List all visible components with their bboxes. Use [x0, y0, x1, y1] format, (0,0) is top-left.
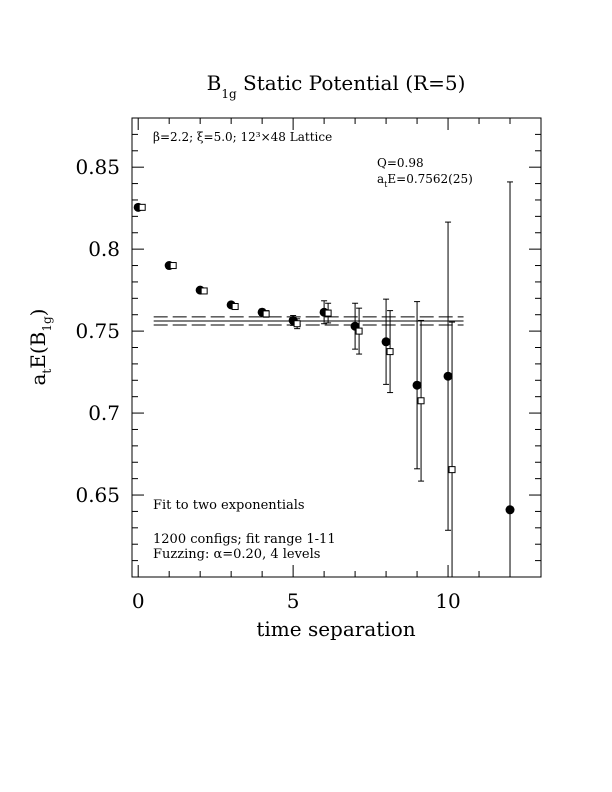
data-point-circle [412, 380, 422, 390]
title-rest: Static Potential (R=5) [237, 71, 466, 95]
y-axis-label: atE(B1g) [26, 308, 54, 385]
x-tick-label: 5 [287, 589, 300, 613]
data-point-square [324, 309, 332, 317]
data-point-square [138, 203, 146, 211]
x-axis: 0 5 10 [132, 118, 542, 613]
x-tick-label: 0 [132, 589, 145, 613]
data-point-square [448, 466, 456, 474]
annotation-fit-value: atE=0.7562(25) [377, 172, 473, 189]
annotation-method: Fit to two exponentials [153, 498, 305, 513]
y-tick-label: 0.85 [75, 155, 120, 179]
data-point-square [386, 348, 394, 356]
annotation-fuzzing: Fuzzing: α=0.20, 4 levels [153, 547, 320, 562]
data-point-square [355, 327, 363, 335]
ylabel-a-subscript: t [40, 369, 54, 374]
ylabel-b-subscript: 1g [40, 316, 54, 332]
data-point-square [262, 310, 270, 318]
title-subscript: 1g [221, 87, 237, 101]
fit-prefix: a [377, 172, 384, 186]
title-main: B [207, 71, 222, 95]
data-point-circle [443, 371, 453, 381]
data-point-square [231, 303, 239, 311]
annotation-configs: 1200 configs; fit range 1-11 [153, 532, 336, 547]
data-point-circle [505, 505, 515, 515]
ylabel-a: a [26, 374, 50, 386]
ylabel-mid: E(B [26, 332, 50, 369]
ylabel-end: ) [26, 308, 50, 316]
data-point-square [293, 320, 301, 328]
data-point-square [417, 397, 425, 405]
x-tick-label: 10 [435, 589, 460, 613]
fit-value: E=0.7562(25) [387, 172, 472, 186]
annotation-lattice: β=2.2; ξ=5.0; 12³×48 Lattice [153, 130, 332, 144]
y-tick-label: 0.65 [75, 483, 120, 507]
y-tick-label: 0.7 [88, 401, 120, 425]
chart-title: B1g Static Potential (R=5) [207, 71, 466, 101]
y-tick-label: 0.75 [75, 319, 120, 343]
data-point-square [200, 287, 208, 295]
data-point-circle [381, 337, 391, 347]
fit-subscript: t [384, 180, 388, 189]
y-tick-label: 0.8 [88, 237, 120, 261]
data-points [133, 181, 515, 578]
data-point-square [169, 262, 177, 270]
x-axis-label: time separation [256, 617, 415, 641]
fit-band [153, 316, 464, 326]
y-axis: 0.65 0.7 0.75 0.8 0.85 [75, 117, 541, 562]
annotation-q: Q=0.98 [377, 156, 424, 170]
